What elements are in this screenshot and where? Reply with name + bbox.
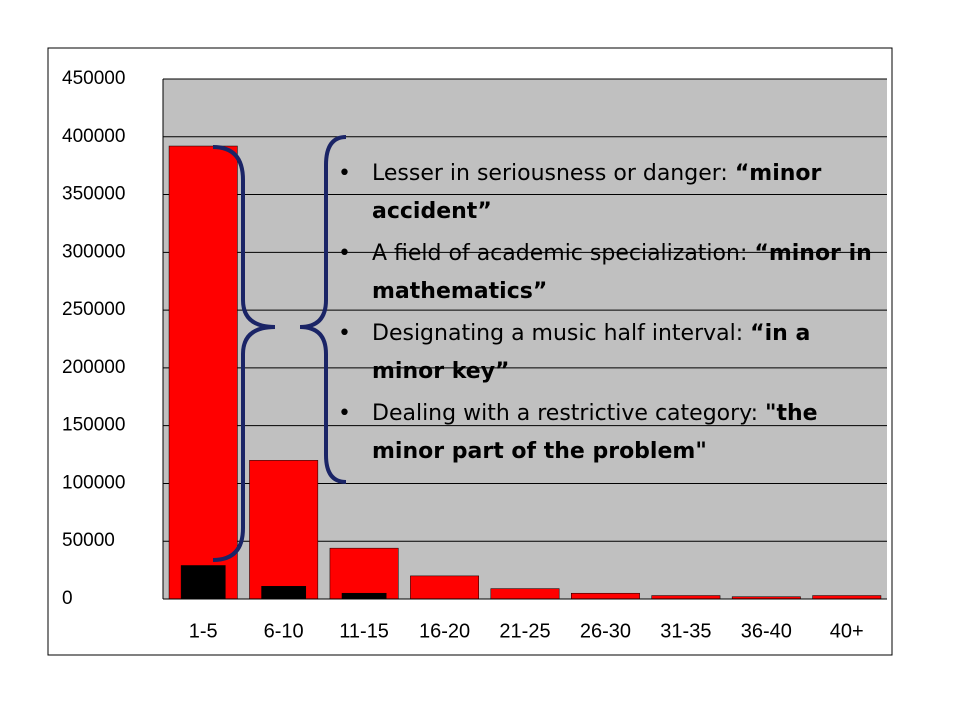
x-tick-label: 1-5 — [189, 620, 218, 642]
definition-text: A field of academic specialization: — [372, 241, 755, 266]
y-tick-label: 0 — [62, 588, 73, 609]
definition-text: Designating a music half interval: — [372, 321, 751, 346]
brace-right — [212, 145, 276, 562]
x-tick-label: 36-40 — [741, 620, 792, 642]
definition: Dealing with a restrictive category: "th… — [338, 395, 873, 471]
bar — [261, 586, 307, 600]
bar — [651, 595, 721, 600]
y-tick-label: 350000 — [62, 184, 125, 205]
bar — [571, 592, 640, 600]
y-tick-label: 50000 — [62, 530, 115, 551]
bar — [812, 595, 882, 600]
x-tick-label: 16-20 — [419, 620, 470, 642]
y-tick-label: 300000 — [62, 241, 125, 262]
definitions: Lesser in seriousness or danger: “minor … — [338, 155, 873, 475]
x-tick-label: 26-30 — [580, 620, 631, 642]
definition: Designating a music half interval: “in a… — [338, 315, 873, 391]
definition-example: “in a minor key” — [372, 321, 811, 384]
y-tick-label: 450000 — [62, 68, 125, 89]
x-tick-label: 6-10 — [264, 620, 304, 642]
definition-text: Dealing with a restrictive category: — [372, 401, 765, 426]
y-tick-label: 150000 — [62, 415, 125, 436]
definition-example: “minor accident” — [372, 161, 822, 224]
bar — [490, 588, 560, 600]
bar — [329, 547, 399, 600]
definition-example: "the minor part of the problem" — [372, 401, 818, 464]
x-tick-label: 21-25 — [499, 620, 550, 642]
definition-example: “minor in mathematics” — [372, 241, 872, 304]
definition: A field of academic specialization: “min… — [338, 235, 873, 311]
definition: Lesser in seriousness or danger: “minor … — [338, 155, 873, 231]
y-tick-label: 100000 — [62, 472, 125, 493]
bar — [180, 565, 226, 600]
bar — [341, 592, 387, 600]
bar — [410, 575, 479, 600]
brace-left — [299, 135, 347, 484]
bars — [168, 145, 882, 600]
bar — [168, 145, 238, 600]
y-tick-label: 200000 — [62, 357, 125, 378]
definition-text: Lesser in seriousness or danger: — [372, 161, 735, 186]
y-tick-label: 250000 — [62, 299, 125, 320]
x-tick-label: 31-35 — [660, 620, 711, 642]
bar — [249, 460, 319, 600]
x-tick-label: 40+ — [830, 620, 864, 642]
y-tick-label: 400000 — [62, 126, 125, 147]
x-tick-label: 11-15 — [339, 620, 389, 642]
